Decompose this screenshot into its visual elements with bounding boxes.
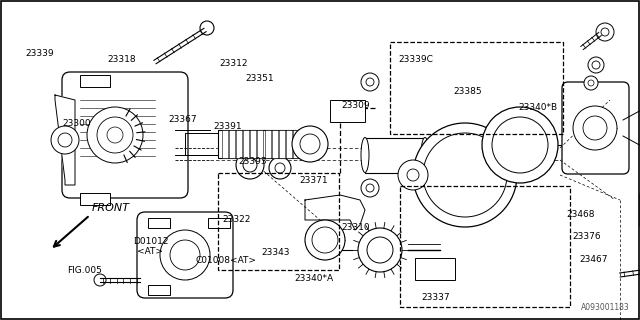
Text: 23343: 23343 bbox=[261, 248, 289, 257]
Bar bbox=[293, 130, 299, 158]
Circle shape bbox=[367, 237, 393, 263]
Bar bbox=[257, 130, 264, 158]
Polygon shape bbox=[55, 95, 75, 185]
Text: 23393: 23393 bbox=[239, 157, 267, 166]
FancyBboxPatch shape bbox=[137, 212, 233, 298]
Circle shape bbox=[269, 157, 291, 179]
Ellipse shape bbox=[361, 138, 369, 172]
Text: 23340*B: 23340*B bbox=[518, 103, 557, 112]
Circle shape bbox=[170, 240, 200, 270]
Text: 23310: 23310 bbox=[341, 223, 369, 232]
Bar bbox=[222, 130, 228, 158]
Text: 23300: 23300 bbox=[63, 119, 91, 128]
Text: 23376: 23376 bbox=[573, 232, 602, 241]
Text: 23309: 23309 bbox=[341, 101, 369, 110]
Circle shape bbox=[87, 107, 143, 163]
Bar bbox=[148, 218, 170, 228]
Text: 23337: 23337 bbox=[421, 293, 449, 302]
Bar bbox=[300, 130, 306, 158]
Text: FRONT: FRONT bbox=[92, 203, 130, 213]
Text: 23391: 23391 bbox=[213, 122, 241, 131]
Circle shape bbox=[358, 228, 402, 272]
FancyBboxPatch shape bbox=[562, 82, 629, 174]
Circle shape bbox=[596, 23, 614, 41]
Bar bbox=[400, 186, 570, 307]
Bar bbox=[80, 75, 110, 87]
Text: 23385: 23385 bbox=[453, 87, 481, 96]
Bar bbox=[264, 130, 271, 158]
Circle shape bbox=[573, 106, 617, 150]
Bar bbox=[271, 130, 278, 158]
Text: FIG.005: FIG.005 bbox=[67, 266, 102, 275]
Text: 23367: 23367 bbox=[168, 116, 196, 124]
FancyBboxPatch shape bbox=[62, 72, 188, 198]
Text: D01012
<AT>: D01012 <AT> bbox=[132, 237, 168, 256]
Circle shape bbox=[160, 230, 210, 280]
Text: 23351: 23351 bbox=[245, 74, 273, 83]
Circle shape bbox=[312, 227, 338, 253]
Bar bbox=[250, 130, 257, 158]
Circle shape bbox=[482, 107, 558, 183]
Circle shape bbox=[601, 28, 609, 36]
Circle shape bbox=[398, 160, 428, 190]
Circle shape bbox=[236, 151, 264, 179]
Circle shape bbox=[94, 274, 106, 286]
Bar bbox=[415, 258, 455, 280]
Text: C01008<AT>: C01008<AT> bbox=[195, 256, 256, 265]
Circle shape bbox=[51, 126, 79, 154]
Circle shape bbox=[413, 123, 517, 227]
Circle shape bbox=[275, 163, 285, 173]
Text: 23318: 23318 bbox=[108, 55, 136, 64]
Bar bbox=[286, 130, 292, 158]
Circle shape bbox=[366, 78, 374, 86]
Text: 23468: 23468 bbox=[566, 210, 595, 219]
Text: 23339: 23339 bbox=[26, 49, 54, 58]
Text: 23371: 23371 bbox=[300, 176, 328, 185]
Text: 23312: 23312 bbox=[220, 60, 248, 68]
Circle shape bbox=[58, 133, 72, 147]
Circle shape bbox=[588, 80, 594, 86]
Bar bbox=[365, 138, 425, 173]
Text: 23340*A: 23340*A bbox=[294, 274, 333, 283]
Polygon shape bbox=[305, 195, 365, 230]
Bar bbox=[236, 130, 242, 158]
Circle shape bbox=[423, 133, 507, 217]
Bar bbox=[330, 100, 365, 122]
Bar bbox=[243, 130, 249, 158]
Bar bbox=[279, 130, 285, 158]
Circle shape bbox=[361, 73, 379, 91]
Bar bbox=[218, 173, 339, 270]
Circle shape bbox=[407, 169, 419, 181]
Ellipse shape bbox=[421, 138, 429, 172]
Circle shape bbox=[200, 21, 214, 35]
Circle shape bbox=[361, 179, 379, 197]
Bar bbox=[208, 218, 230, 228]
Circle shape bbox=[492, 117, 548, 173]
Circle shape bbox=[97, 117, 133, 153]
Text: 23467: 23467 bbox=[579, 255, 608, 264]
Circle shape bbox=[584, 76, 598, 90]
Circle shape bbox=[583, 116, 607, 140]
Bar bbox=[148, 285, 170, 295]
Circle shape bbox=[300, 134, 320, 154]
Circle shape bbox=[366, 184, 374, 192]
Text: 23322: 23322 bbox=[223, 215, 251, 224]
Circle shape bbox=[588, 57, 604, 73]
Bar bbox=[390, 42, 563, 134]
Bar bbox=[80, 193, 110, 205]
Circle shape bbox=[243, 158, 257, 172]
Circle shape bbox=[592, 61, 600, 69]
Circle shape bbox=[107, 127, 123, 143]
Bar bbox=[218, 130, 308, 158]
Bar bbox=[229, 130, 235, 158]
Circle shape bbox=[305, 220, 345, 260]
Text: 23339C: 23339C bbox=[399, 55, 433, 64]
Circle shape bbox=[292, 126, 328, 162]
Text: A093001183: A093001183 bbox=[581, 303, 630, 312]
